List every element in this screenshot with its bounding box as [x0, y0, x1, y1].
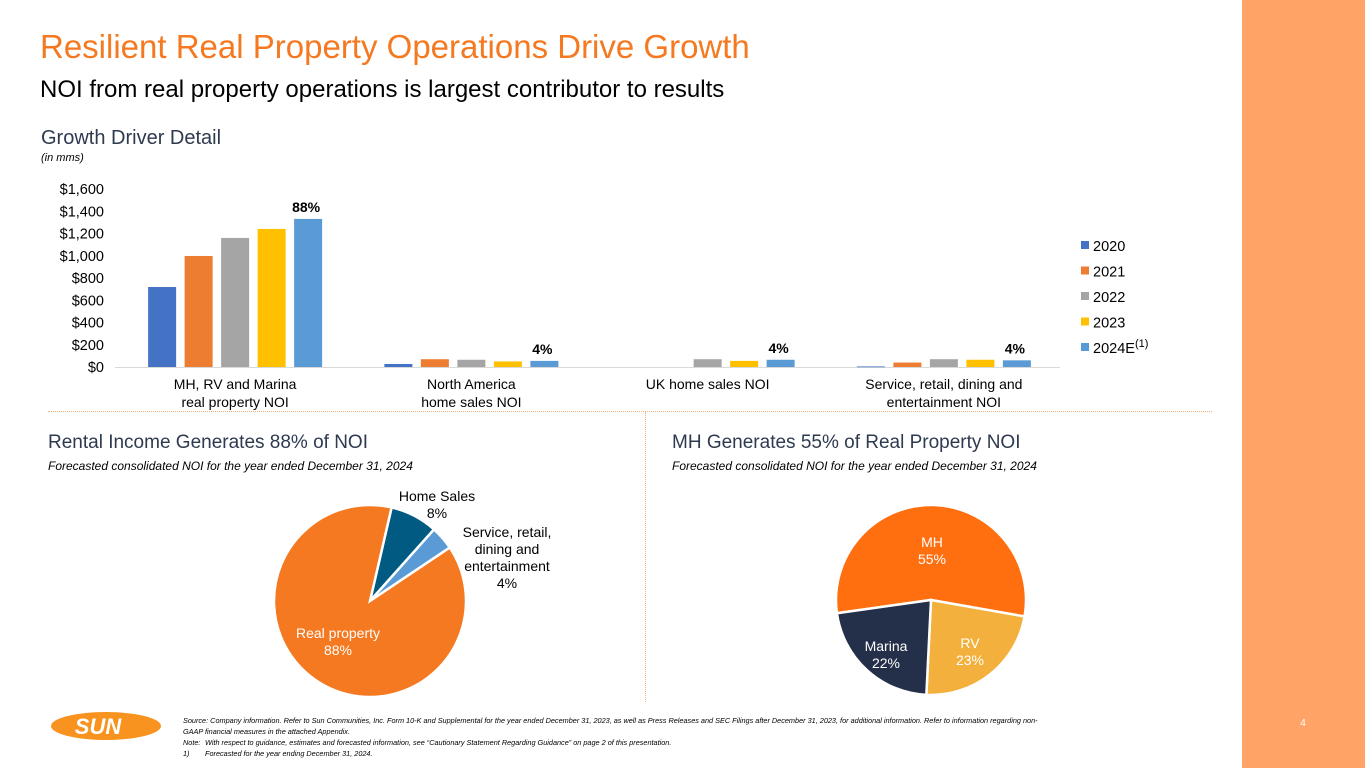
bar-2024e [294, 218, 323, 367]
bar-2020 [856, 366, 885, 368]
pie-slice-real [272, 503, 468, 699]
section-divider-vertical [645, 412, 646, 702]
pie-label-home-sales: 8% [427, 505, 447, 521]
legend-label: 2024E(1) [1093, 338, 1148, 357]
pie-slice-marina [835, 598, 933, 697]
bar-annotation: 4% [1005, 340, 1026, 356]
y-tick-label: $1,200 [60, 227, 104, 243]
page-title: Resilient Real Property Operations Drive… [40, 28, 750, 65]
pie-label-service: dining and [475, 541, 540, 557]
pie-label-home-sales: Home Sales [399, 488, 475, 504]
growth-section-title: Growth Driver Detail [41, 127, 222, 149]
y-tick-label: $1,400 [60, 204, 104, 220]
legend-swatch [1081, 266, 1089, 275]
legend-label: 2022 [1093, 290, 1125, 306]
legend-swatch [1081, 317, 1089, 326]
sun-logo: SUN [51, 712, 161, 740]
x-tick-label: home sales NOI [421, 394, 521, 410]
footer-footnote: 1) Forecasted for the year ending Decemb… [183, 748, 1233, 759]
note-label: Note: [183, 738, 201, 747]
pie-label-rv: RV [960, 635, 980, 651]
bar-2024e [530, 360, 559, 367]
pie-label-service: 4% [497, 575, 517, 591]
page-subtitle: NOI from real property operations is lar… [40, 76, 725, 103]
x-tick-label: real property NOI [181, 394, 288, 410]
pie-label-rv: 23% [956, 652, 984, 668]
bar-2022 [457, 359, 486, 367]
x-tick-label: entertainment NOI [887, 394, 1001, 410]
footnote-label: 1) [183, 749, 190, 758]
bar-2021 [893, 362, 922, 367]
bar-2022 [693, 359, 722, 367]
bar-2022 [929, 359, 958, 367]
pie-slice-mh [834, 503, 1028, 618]
bar-2020 [384, 363, 413, 367]
legend-swatch [1081, 292, 1089, 300]
bar-annotation: 4% [769, 340, 790, 356]
bar-annotation: 88% [292, 199, 321, 215]
pie-label-real-property: 88% [324, 642, 352, 658]
legend-label: 2021 [1093, 265, 1125, 281]
footer-source-cont: GAAP financial measures in the attached … [183, 727, 350, 736]
legend-swatch [1081, 241, 1089, 249]
x-tick-label: MH, RV and Marina [174, 376, 297, 392]
x-tick-label: UK home sales NOI [646, 376, 770, 392]
section-divider-horizontal [48, 411, 1212, 412]
bar-2021 [184, 255, 213, 367]
y-tick-label: $1,000 [60, 249, 104, 265]
pie-label-mh: 55% [918, 551, 946, 567]
x-tick-label: North America [427, 376, 516, 392]
page-number: 4 [1300, 718, 1306, 729]
bar-2022 [221, 237, 250, 367]
mh-section-title: MH Generates 55% of Real Property NOI [672, 432, 1021, 453]
rental-section-title: Rental Income Generates 88% of NOI [48, 432, 368, 453]
logo-text: SUN [75, 714, 123, 739]
y-tick-label: $200 [72, 338, 104, 354]
bar-2021 [420, 359, 449, 367]
note-text: With respect to guidance, estimates and … [205, 738, 672, 747]
bar-annotation: 4% [532, 341, 553, 357]
bar-2024e [766, 359, 795, 367]
pie-label-service: entertainment [464, 558, 550, 574]
y-tick-label: $600 [72, 293, 104, 309]
pie-label-mh: MH [921, 534, 943, 550]
footer-note: Note: With respect to guidance, estimate… [183, 737, 1233, 748]
y-tick-label: $400 [72, 316, 104, 332]
y-tick-label: $1,600 [60, 182, 104, 198]
footer-source: Source: Company information. Refer to Su… [183, 716, 1038, 725]
pie-label-marina: Marina [865, 638, 908, 654]
growth-section-units: (in mms) [41, 152, 84, 164]
legend-label: 2020 [1093, 239, 1125, 255]
growth-bar-chart: $0 $200 $400 $600 $800 $1,000 $1,200 $1,400 $1,6… [60, 182, 1149, 410]
side-accent-bar [1242, 0, 1365, 768]
footer-notes: Source: Company information. Refer to Su… [183, 715, 1233, 759]
pie-label-real-property: Real property [296, 625, 380, 641]
y-tick-label: $800 [72, 271, 104, 287]
bar-2023 [257, 228, 286, 367]
legend-swatch [1081, 343, 1089, 351]
rental-section-subtitle: Forecasted consolidated NOI for the year… [48, 459, 413, 473]
x-tick-label: Service, retail, dining and [865, 376, 1022, 392]
bar-2024e [1002, 360, 1031, 367]
bar-2020 [148, 287, 177, 367]
y-tick-label: $0 [88, 360, 104, 376]
pie-label-service: Service, retail, [463, 524, 552, 540]
bar-2023 [493, 361, 522, 367]
mh-section-subtitle: Forecasted consolidated NOI for the year… [672, 459, 1037, 473]
pie-label-marina: 22% [872, 655, 900, 671]
bar-2023 [966, 359, 995, 367]
footnote-text: Forecasted for the year ending December … [205, 749, 373, 758]
bar-2023 [730, 360, 759, 367]
pie-slice-rv [925, 598, 1027, 697]
legend-label: 2023 [1093, 316, 1125, 332]
